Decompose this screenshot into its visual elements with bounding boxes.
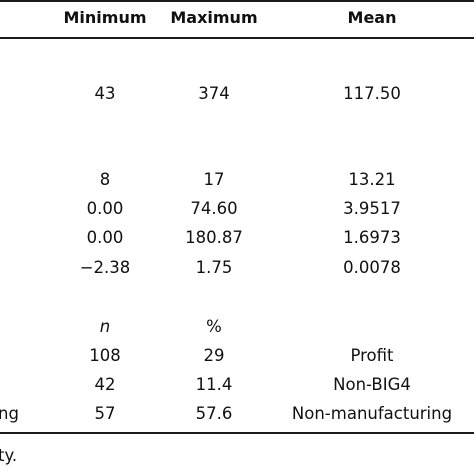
table-cell-category: Profit — [350, 346, 394, 365]
row-label: ng — [0, 404, 19, 423]
table-footnote: ty. — [0, 446, 18, 465]
table-cell-max: 180.87 — [185, 228, 243, 247]
table-bottom-rule — [0, 432, 474, 434]
table-cell-category: Non-BIG4 — [333, 375, 411, 394]
table-cell-min: 8 — [99, 170, 111, 189]
column-header-minimum: Minimum — [63, 8, 147, 27]
table-cell-min: −2.38 — [79, 258, 131, 277]
table-cell-max: 17 — [203, 170, 225, 189]
table-cell-n: 42 — [94, 375, 116, 394]
column-header-mean: Mean — [347, 8, 397, 27]
table-cell-min: 0.00 — [86, 228, 124, 247]
table-cell-mean: 117.50 — [343, 84, 401, 103]
table-cell-category: Non-manufacturing — [291, 404, 453, 423]
header-rule — [0, 37, 474, 39]
table-cell-n: 57 — [94, 404, 116, 423]
table-cell-percent: 11.4 — [195, 375, 233, 394]
column-header-percent: % — [206, 317, 222, 336]
table-cell-min: 43 — [94, 84, 116, 103]
table-cell-max: 74.60 — [190, 199, 238, 218]
table-cell-max: 1.75 — [195, 258, 233, 277]
column-header-maximum: Maximum — [170, 8, 258, 27]
table-cell-mean: 1.6973 — [343, 228, 401, 247]
table-cell-mean: 13.21 — [348, 170, 396, 189]
table-cell-n: 108 — [89, 346, 121, 365]
column-header-n: n — [99, 317, 111, 336]
table-cell-min: 0.00 — [86, 199, 124, 218]
table-cell-percent: 29 — [203, 346, 225, 365]
table-cell-mean: 0.0078 — [343, 258, 401, 277]
table-cell-max: 374 — [198, 84, 230, 103]
table-cell-mean: 3.9517 — [343, 199, 401, 218]
table-cell-percent: 57.6 — [195, 404, 233, 423]
table-top-rule — [0, 0, 474, 2]
